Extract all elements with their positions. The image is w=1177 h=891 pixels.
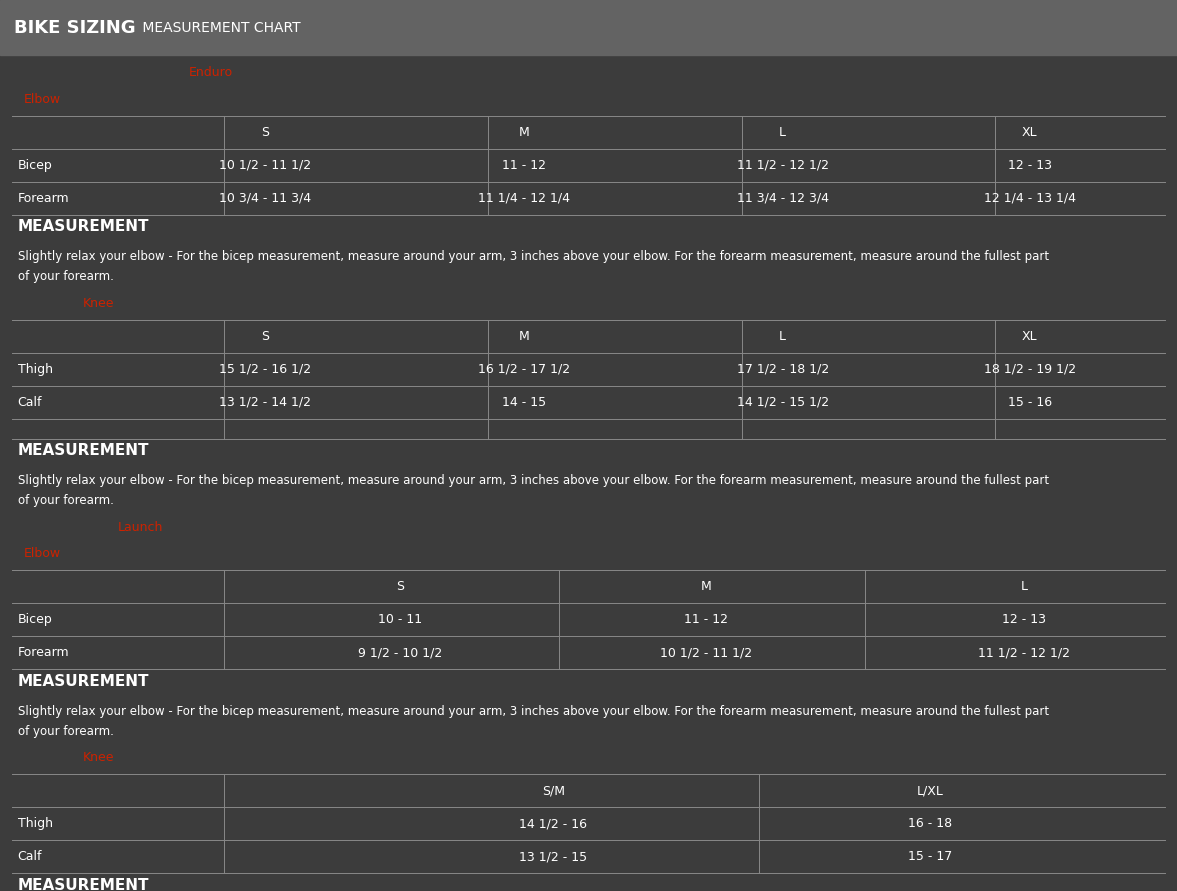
Text: L: L xyxy=(779,126,786,139)
Text: 11 3/4 - 12 3/4: 11 3/4 - 12 3/4 xyxy=(737,192,829,205)
Text: BIKE SIZING: BIKE SIZING xyxy=(14,19,135,37)
Text: 11 - 12: 11 - 12 xyxy=(684,613,729,626)
Text: 16 1/2 - 17 1/2: 16 1/2 - 17 1/2 xyxy=(478,363,570,376)
Text: 15 1/2 - 16 1/2: 15 1/2 - 16 1/2 xyxy=(219,363,311,376)
Text: 12 - 13: 12 - 13 xyxy=(1008,159,1052,172)
Text: MEASUREMENT: MEASUREMENT xyxy=(18,674,149,689)
Text: Forearm: Forearm xyxy=(18,192,69,205)
Text: S/M: S/M xyxy=(541,784,565,797)
Text: Elbow: Elbow xyxy=(24,547,61,560)
Text: M: M xyxy=(700,580,712,593)
Text: 16 - 18: 16 - 18 xyxy=(907,817,952,830)
Text: Thigh: Thigh xyxy=(18,363,53,376)
Text: Thigh: Thigh xyxy=(18,817,53,830)
Text: Forearm: Forearm xyxy=(18,646,69,659)
Text: Slightly relax your elbow - For the bicep measurement, measure around your arm, : Slightly relax your elbow - For the bice… xyxy=(18,250,1049,264)
Text: Calf: Calf xyxy=(18,396,42,409)
Text: 13 1/2 - 14 1/2: 13 1/2 - 14 1/2 xyxy=(219,396,311,409)
Text: L: L xyxy=(779,330,786,343)
Text: 13 1/2 - 15: 13 1/2 - 15 xyxy=(519,850,587,863)
Text: 10 1/2 - 11 1/2: 10 1/2 - 11 1/2 xyxy=(660,646,752,659)
Text: Enduro: Enduro xyxy=(188,66,232,79)
Text: 11 1/2 - 12 1/2: 11 1/2 - 12 1/2 xyxy=(737,159,829,172)
Text: 18 1/2 - 19 1/2: 18 1/2 - 19 1/2 xyxy=(984,363,1076,376)
Text: 17 1/2 - 18 1/2: 17 1/2 - 18 1/2 xyxy=(737,363,829,376)
Text: 10 - 11: 10 - 11 xyxy=(378,613,423,626)
Text: 14 1/2 - 16: 14 1/2 - 16 xyxy=(519,817,587,830)
Text: Slightly relax your elbow - For the bicep measurement, measure around your arm, : Slightly relax your elbow - For the bice… xyxy=(18,474,1049,487)
Text: 15 - 16: 15 - 16 xyxy=(1008,396,1052,409)
Text: of your forearm.: of your forearm. xyxy=(18,494,113,507)
Text: M: M xyxy=(518,330,530,343)
Text: Elbow: Elbow xyxy=(24,93,61,106)
Text: 14 1/2 - 15 1/2: 14 1/2 - 15 1/2 xyxy=(737,396,829,409)
Text: Knee: Knee xyxy=(82,751,114,764)
Text: M: M xyxy=(518,126,530,139)
Text: L/XL: L/XL xyxy=(917,784,943,797)
Text: 11 1/2 - 12 1/2: 11 1/2 - 12 1/2 xyxy=(978,646,1070,659)
Text: 10 1/2 - 11 1/2: 10 1/2 - 11 1/2 xyxy=(219,159,311,172)
Text: Calf: Calf xyxy=(18,850,42,863)
Text: 12 1/4 - 13 1/4: 12 1/4 - 13 1/4 xyxy=(984,192,1076,205)
Text: MEASUREMENT: MEASUREMENT xyxy=(18,219,149,234)
Text: 11 - 12: 11 - 12 xyxy=(501,159,546,172)
Text: 15 - 17: 15 - 17 xyxy=(907,850,952,863)
Bar xyxy=(0,0,1177,55)
Text: L: L xyxy=(1020,580,1028,593)
Text: S: S xyxy=(397,580,404,593)
Text: XL: XL xyxy=(1022,330,1038,343)
Text: MEASUREMENT: MEASUREMENT xyxy=(18,443,149,458)
Text: MEASUREMENT: MEASUREMENT xyxy=(18,878,149,891)
Text: S: S xyxy=(261,330,268,343)
Text: Slightly relax your elbow - For the bicep measurement, measure around your arm, : Slightly relax your elbow - For the bice… xyxy=(18,705,1049,718)
Text: of your forearm.: of your forearm. xyxy=(18,270,113,283)
Text: 9 1/2 - 10 1/2: 9 1/2 - 10 1/2 xyxy=(358,646,443,659)
Text: 14 - 15: 14 - 15 xyxy=(501,396,546,409)
Text: MEASUREMENT CHART: MEASUREMENT CHART xyxy=(138,20,300,35)
Text: S: S xyxy=(261,126,268,139)
Text: Bicep: Bicep xyxy=(18,613,53,626)
Text: 12 - 13: 12 - 13 xyxy=(1002,613,1046,626)
Text: Bicep: Bicep xyxy=(18,159,53,172)
Text: 11 1/4 - 12 1/4: 11 1/4 - 12 1/4 xyxy=(478,192,570,205)
Text: of your forearm.: of your forearm. xyxy=(18,724,113,738)
Text: Launch: Launch xyxy=(118,520,164,534)
Text: 10 3/4 - 11 3/4: 10 3/4 - 11 3/4 xyxy=(219,192,311,205)
Text: Knee: Knee xyxy=(82,297,114,310)
Text: XL: XL xyxy=(1022,126,1038,139)
